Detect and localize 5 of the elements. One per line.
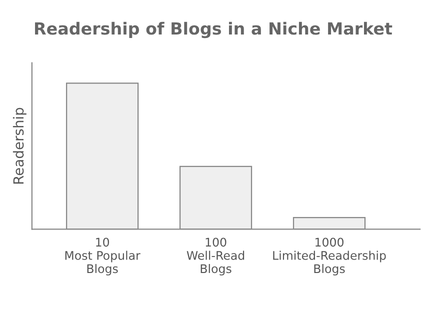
x-tick-label: 1000 Limited-Readership Blogs	[273, 238, 386, 276]
x-tick-label: 10 Most Popular Blogs	[65, 238, 140, 276]
x-tick-label: 100 Well-Read Blogs	[186, 238, 244, 276]
chart-title: Readership of Blogs in a Niche Market	[35, 22, 392, 38]
y-axis-title: Readership	[12, 108, 26, 184]
